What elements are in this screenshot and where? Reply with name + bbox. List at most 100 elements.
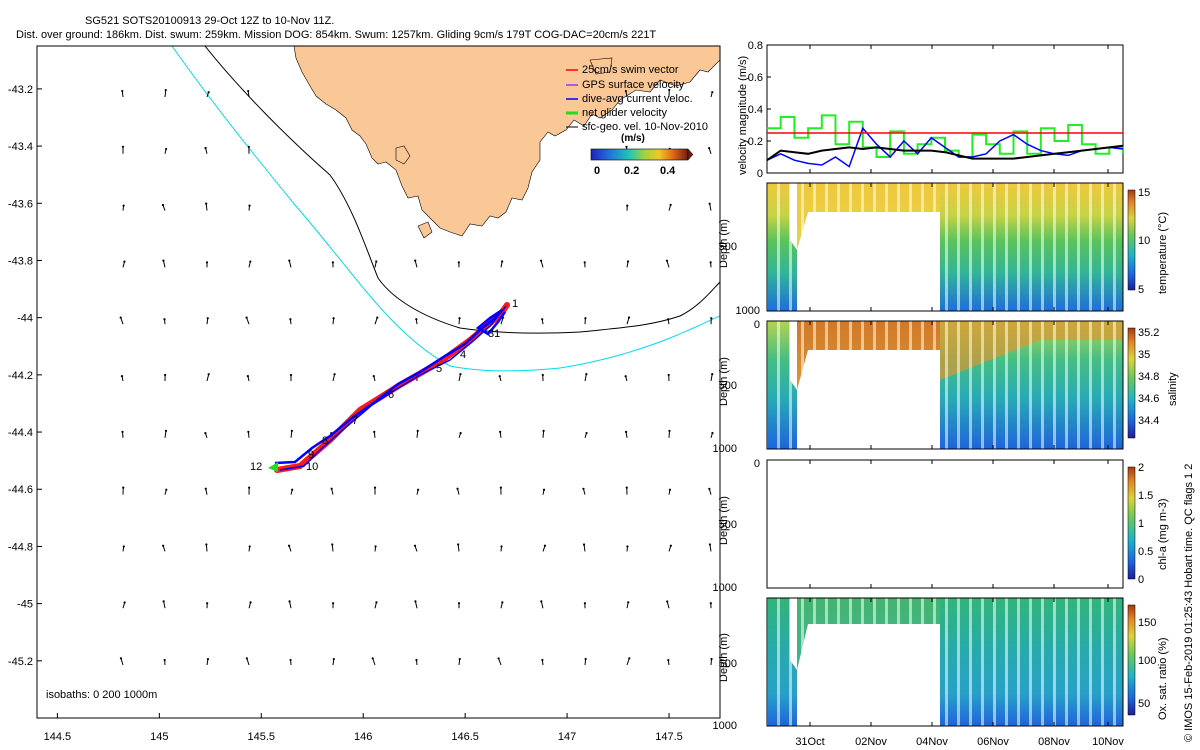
- geo-vector-head: [667, 658, 670, 662]
- geo-vector-head: [668, 488, 672, 491]
- temp-colorbar: [1127, 189, 1136, 291]
- geo-vector: [246, 658, 250, 666]
- chla-colorbar: [1127, 466, 1136, 580]
- geo-vector-head: [497, 657, 500, 660]
- geo-vector: [540, 601, 544, 609]
- geo-vector: [583, 544, 586, 552]
- geo-vector-head: [331, 602, 335, 605]
- geo-vector-head: [711, 91, 714, 94]
- velocity-panel: 0 0.2 0.4 0.6 0.8 velocity magnitude (m/s): [737, 40, 1124, 180]
- map-ytick-label: -45.2: [8, 656, 33, 668]
- geo-vector-head: [541, 373, 544, 377]
- chla-ytick-1000: 1000: [713, 582, 737, 594]
- sal-ytick-1000: 1000: [713, 443, 737, 455]
- land-peninsula: [395, 145, 411, 165]
- map-ytick-label: -44: [17, 313, 33, 325]
- map-ytick-label: -43.2: [8, 84, 33, 96]
- geo-vector-head: [665, 259, 669, 262]
- geo-vector-head: [122, 486, 125, 489]
- chla-ytick-500: 500: [719, 519, 737, 531]
- geo-vector: [332, 374, 336, 382]
- geo-vector-head: [289, 373, 293, 377]
- temp-ylabel: Depth (m): [718, 219, 730, 268]
- sal-cbar-tick-348: 34.8: [1138, 371, 1159, 383]
- geo-vector-head: [627, 316, 631, 319]
- geo-vector-head: [625, 486, 628, 489]
- sal-ylabel: Depth (m): [718, 357, 730, 406]
- geo-vector-head: [459, 373, 462, 376]
- geo-vector-head: [415, 658, 418, 662]
- legend-geo-velocity: sfc-geo. vel. 10-Nov-2010: [582, 121, 708, 133]
- map-xtick-label: 146.5: [451, 731, 479, 743]
- geo-vector-head: [666, 600, 669, 603]
- map-xtick-label: 146: [354, 731, 372, 743]
- geo-vector: [457, 544, 460, 552]
- geo-vector-head: [582, 487, 585, 490]
- waypoint-6: 6: [388, 389, 394, 401]
- geo-vector: [120, 658, 124, 666]
- geo-vector: [414, 260, 418, 268]
- geo-vector-head: [375, 260, 378, 263]
- geo-vector-head: [668, 429, 671, 432]
- geo-vector: [246, 317, 250, 325]
- sal-ytick-500: 500: [719, 380, 737, 392]
- temp-profile-stripes: [767, 183, 1123, 311]
- ox-axes-frame: [766, 597, 1124, 727]
- velocity-ylabel: velocity magnitude (m/s): [737, 56, 749, 175]
- sal-profile-stripes: [767, 321, 1123, 449]
- geo-vector-head: [584, 317, 587, 320]
- glider-track: [274, 302, 510, 473]
- date-tick-label: 02Nov: [855, 736, 887, 748]
- geo-vector-head: [413, 544, 417, 547]
- geo-vector: [164, 430, 167, 438]
- geo-vector-head: [373, 430, 376, 433]
- geo-vector-head: [414, 600, 417, 603]
- temp-ytick-1000: 1000: [736, 305, 760, 317]
- geo-vector-head: [711, 431, 714, 435]
- geo-vector-head: [458, 317, 461, 320]
- map-xtick-label: 147: [558, 731, 576, 743]
- geo-vector: [414, 601, 418, 609]
- land-islet: [417, 221, 433, 239]
- geo-vector-head: [456, 487, 459, 490]
- geo-vector-head: [457, 543, 460, 546]
- geo-vector: [206, 374, 210, 382]
- map-ytick-label: -43.4: [8, 141, 33, 153]
- geo-vector-head: [163, 658, 166, 662]
- sal-colorbar: [1127, 327, 1136, 439]
- geo-vector-head: [667, 373, 670, 377]
- geo-vector-head: [708, 543, 712, 546]
- land-island: [589, 57, 613, 75]
- chla-panel: 0 500 1000 Depth (m) 0 0.5 1 1.5 2 chl-a…: [713, 458, 1169, 594]
- dac-velocity-line: [766, 126, 1124, 168]
- geo-vector-head: [372, 375, 375, 378]
- geo-vector-head: [669, 544, 672, 547]
- geo-vector: [331, 544, 334, 552]
- ox-profile-stripes: [767, 598, 1123, 726]
- geo-vector-head: [165, 147, 168, 151]
- geo-vector-head: [245, 657, 248, 660]
- geo-vector-head: [162, 259, 165, 262]
- geo-vector-head: [248, 545, 251, 548]
- temperature-panel: 500 1000 Depth (m) 5 10 15 temperature (…: [718, 182, 1169, 317]
- geo-vector: [372, 658, 376, 666]
- geo-vector-head: [414, 259, 417, 262]
- geo-vector-head: [245, 316, 248, 319]
- geo-vector-head: [206, 602, 209, 605]
- map-panel: 25cm/s swim vector GPS surface velocity …: [8, 45, 721, 743]
- map-xtick-label: 145.5: [248, 731, 276, 743]
- geo-vector: [163, 601, 166, 609]
- geo-vector-head: [585, 431, 588, 435]
- geo-vector: [709, 544, 712, 552]
- geo-vector: [290, 430, 293, 438]
- temp-cbar-tick-15: 15: [1138, 187, 1150, 199]
- geo-vector-head: [627, 601, 630, 604]
- geo-vector-head: [582, 543, 586, 546]
- title-line-1: SG521 SOTS20100913 29-Oct 12Z to 10-Nov …: [85, 15, 334, 27]
- geo-vector-head: [121, 145, 125, 148]
- geo-vector-head: [123, 601, 126, 604]
- geo-vector-head: [583, 602, 587, 605]
- vel-ytick-label: 0: [757, 168, 763, 180]
- geo-vector-head: [164, 373, 167, 377]
- geo-vector: [710, 374, 713, 382]
